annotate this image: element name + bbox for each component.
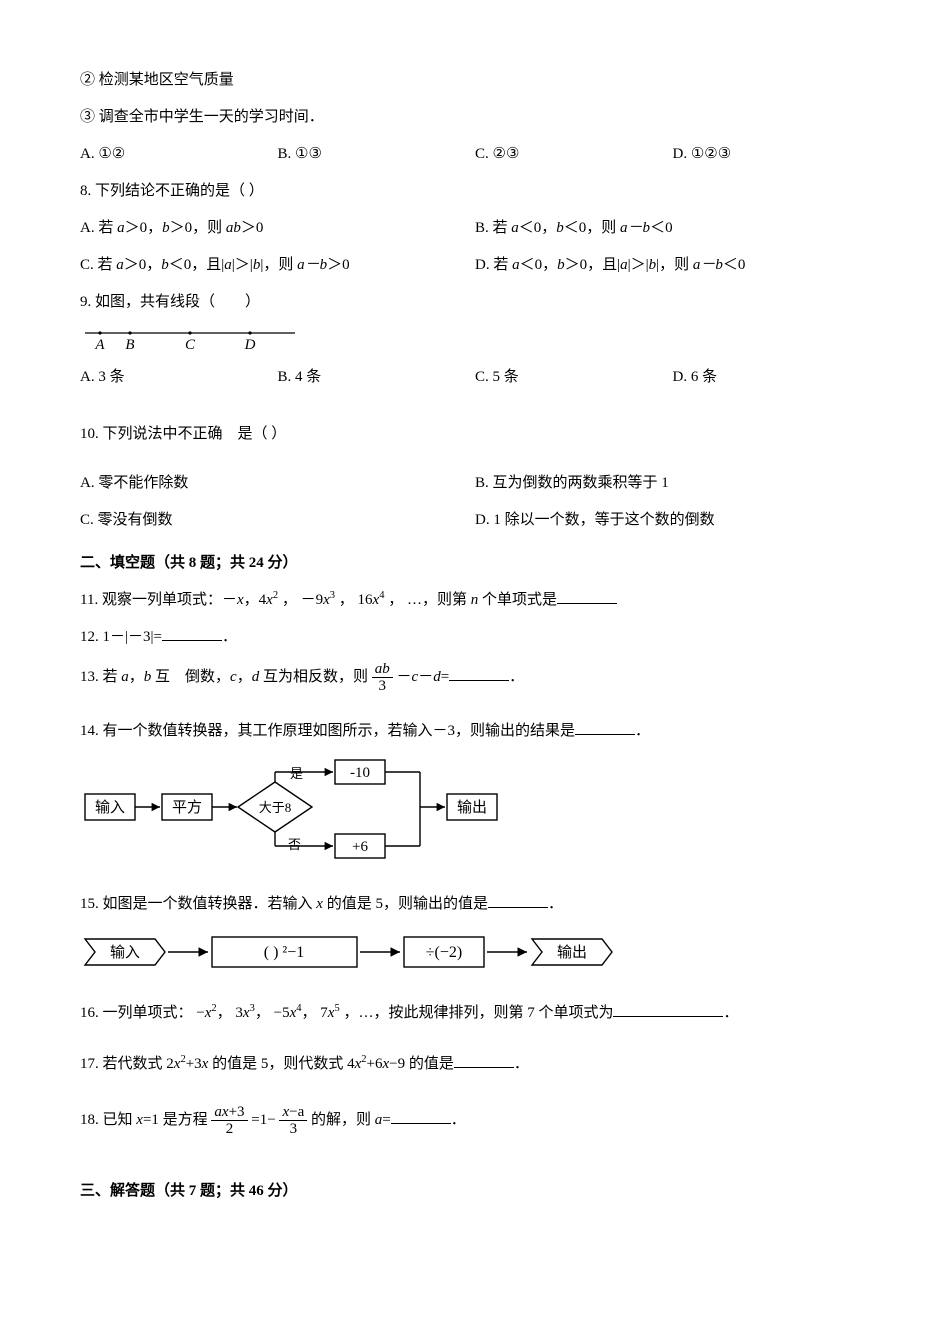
q8-row2: C. 若 a＞0，b＜0，且|a|＞|b|，则 a－b＞0 D. 若 a＜0，b… [80,249,870,282]
q11: 11. 观察一列单项式：－x，4x2 ， －9x3 ， 16x4 ， …，则第 … [80,584,870,617]
q10-optD: D. 1 除以一个数，等于这个数的倒数 [475,504,870,537]
q17-blank [454,1052,514,1068]
svg-text:平方: 平方 [172,799,202,816]
q15-figure: 输入 ( ) ²−1 ÷(−2) 输出 [80,927,870,977]
section3-header: 三、解答题（共 7 题；共 46 分） [80,1175,870,1208]
q12-blank [162,625,222,641]
pretext-line3: ③ 调查全市中学生一天的学习时间． [80,101,870,134]
q9-optA: A. 3 条 [80,361,278,394]
svg-text:否: 否 [288,837,301,852]
q8-stem: 8. 下列结论不正确的是（ ） [80,175,870,208]
q7-optD: D. ①②③ [673,138,871,171]
q7-options: A. ①② B. ①③ C. ②③ D. ①②③ [80,138,870,171]
q10-stem: 10. 下列说法中不正确 是（ ） [80,418,870,451]
q16: 16. 一列单项式： −x2， 3x3， −5x4， 7x5 ，…，按此规律排列… [80,997,870,1030]
q10-optC: C. 零没有倒数 [80,504,475,537]
q15-blank [488,892,548,908]
q9-label-B: B [125,337,134,353]
q10-optB: B. 互为倒数的两数乘积等于 1 [475,467,870,500]
q10-row2: C. 零没有倒数 D. 1 除以一个数，等于这个数的倒数 [80,504,870,537]
q7-optC: C. ②③ [475,138,673,171]
q10-row1: A. 零不能作除数 B. 互为倒数的两数乘积等于 1 [80,467,870,500]
svg-text:输入: 输入 [95,799,125,816]
q16-blank [613,1001,723,1017]
q9-label-D: D [244,337,256,353]
q11-blank [557,588,617,604]
svg-text:输出: 输出 [457,799,487,816]
q8-optB: B. 若 a＜0，b＜0，则 a－b＜0 [475,212,870,245]
q14-blank [575,719,635,735]
q18-frac1: ax+3 2 [211,1104,247,1138]
q8-optA: A. 若 a＞0，b＞0，则 ab＞0 [80,212,475,245]
svg-text:+6: +6 [352,839,368,855]
q8-optC: C. 若 a＞0，b＜0，且|a|＞|b|，则 a－b＞0 [80,249,475,282]
q8-row1: A. 若 a＞0，b＞0，则 ab＞0 B. 若 a＜0，b＜0，则 a－b＜0 [80,212,870,245]
q14: 14. 有一个数值转换器，其工作原理如图所示，若输入－3，则输出的结果是． [80,715,870,748]
section2-header: 二、填空题（共 8 题；共 24 分） [80,547,870,580]
svg-text:÷(−2): ÷(−2) [426,944,462,961]
q9-options: A. 3 条 B. 4 条 C. 5 条 D. 6 条 [80,361,870,394]
q7-optB: B. ①③ [278,138,476,171]
q17: 17. 若代数式 2x2+3x 的值是 5，则代数式 4x2+6x−9 的值是． [80,1048,870,1081]
q8-optD: D. 若 a＜0，b＞0，且|a|＞|b|，则 a－b＜0 [475,249,870,282]
q14-figure: 输入 平方 大于8 是 -10 否 +6 输出 [80,754,870,864]
q13-frac: ab 3 [372,661,393,695]
q10-optA: A. 零不能作除数 [80,467,475,500]
q9-figure: A B C D [80,325,870,355]
pretext-line2: ② 检测某地区空气质量 [80,64,870,97]
q9-label-C: C [185,337,196,353]
q9-label-A: A [94,337,105,353]
q18: 18. 已知 x=1 是方程 ax+3 2 =1− x−a 3 的解，则 a=． [80,1099,870,1141]
svg-text:输入: 输入 [110,944,140,961]
svg-text:( ) ²−1: ( ) ²−1 [264,944,304,961]
svg-text:输出: 输出 [557,944,587,961]
svg-text:-10: -10 [350,765,370,781]
svg-text:大于8: 大于8 [259,800,292,815]
q13: 13. 若 a，b 互 倒数，c，d 互为相反数，则 ab 3 －c－d=． [80,658,870,697]
q9-optD: D. 6 条 [673,361,871,394]
q7-optA: A. ①② [80,138,278,171]
q15: 15. 如图是一个数值转换器．若输入 x 的值是 5，则输出的值是． [80,888,870,921]
q9-stem: 9. 如图，共有线段（ ） [80,286,870,319]
q13-blank [449,665,509,681]
q18-frac2: x−a 3 [279,1104,307,1138]
svg-text:是: 是 [290,766,303,781]
q18-blank [391,1108,451,1124]
q9-optC: C. 5 条 [475,361,673,394]
q12: 12. 1－|－3|=． [80,621,870,654]
q9-optB: B. 4 条 [278,361,476,394]
